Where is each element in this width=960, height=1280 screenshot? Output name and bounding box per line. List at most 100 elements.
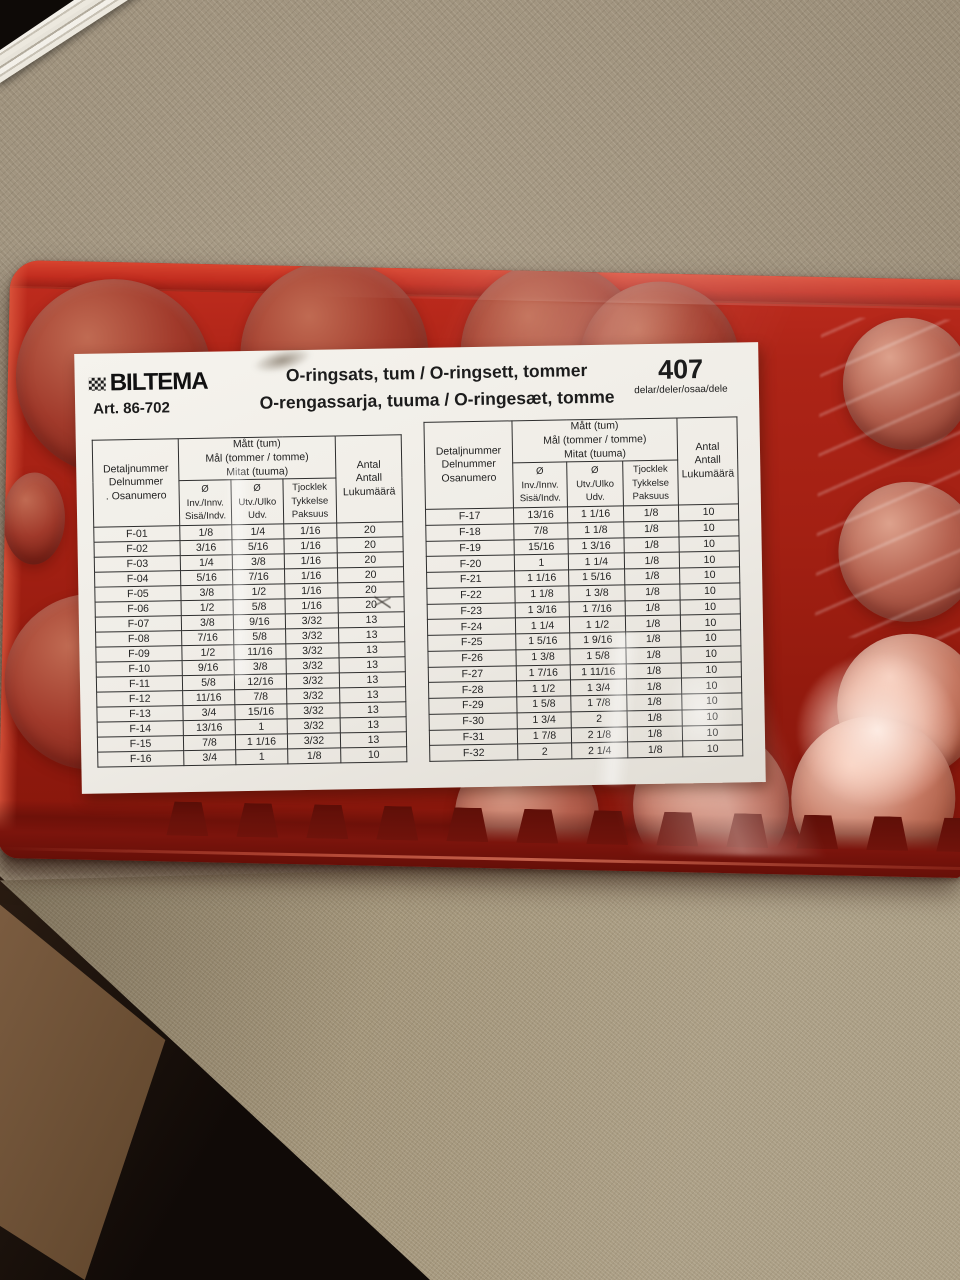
brand-block: BILTEMA Art. 86-702 bbox=[88, 361, 257, 418]
table-cell: 1 1/16 bbox=[235, 734, 288, 750]
table-cell: F-04 bbox=[94, 570, 181, 588]
table-cell: 1/8 bbox=[179, 524, 232, 541]
plastic-crease-glare bbox=[224, 466, 254, 680]
table-cell: 1 bbox=[514, 554, 569, 572]
table-cell: 3/32 bbox=[287, 733, 341, 750]
table-cell: 1/8 bbox=[624, 552, 680, 570]
table-cell: F-05 bbox=[94, 585, 182, 603]
dimensions-header: Mått (tum) Mål (tommer / tomme) Mitat (t… bbox=[511, 418, 678, 464]
table-cell: 1/16 bbox=[285, 598, 339, 615]
table-cell: F-28 bbox=[428, 681, 517, 699]
brand-row: BILTEMA bbox=[88, 367, 256, 398]
table-cell: 11/16 bbox=[182, 689, 235, 706]
table-cell: F-21 bbox=[426, 571, 515, 589]
table-cell: F-31 bbox=[429, 728, 518, 746]
table-cell: F-13 bbox=[96, 705, 184, 723]
table-cell: 3/32 bbox=[287, 718, 341, 735]
piece-count-block: 407 delar/deler/osaa/dele bbox=[616, 352, 745, 397]
table-cell: 13/16 bbox=[183, 719, 236, 736]
table-cell: F-27 bbox=[428, 665, 517, 683]
table-cell: 7/8 bbox=[183, 734, 236, 751]
table-cell: 1 1/8 bbox=[514, 585, 570, 603]
table-cell: F-20 bbox=[426, 555, 515, 573]
table-cell: 20 bbox=[337, 581, 405, 599]
table-cell: F-19 bbox=[426, 539, 515, 557]
table-cell: 13 bbox=[340, 716, 407, 734]
table-cell: 1/8 bbox=[625, 599, 681, 617]
plastic-glare-streaks bbox=[814, 316, 960, 641]
table-cell: F-14 bbox=[97, 720, 184, 738]
table-cell: 10 bbox=[340, 746, 407, 764]
table-cell: 3/32 bbox=[285, 643, 340, 660]
table-cell: 1 3/16 bbox=[515, 601, 570, 619]
table-cell: 1/16 bbox=[284, 553, 338, 570]
dimensions-header: Mått (tum) Mål (tommer / tomme) Mitat (t… bbox=[178, 436, 336, 481]
quantity-header: Antal Antall Lukumäärä bbox=[335, 435, 403, 524]
table-cell: 10 bbox=[679, 582, 741, 600]
table-cell: 1 3/8 bbox=[515, 648, 571, 666]
title-line-2: O-rengassarja, tuuma / O-ringesæt, tomme bbox=[259, 386, 615, 413]
table-cell: 13 bbox=[338, 611, 405, 629]
table-cell: F-12 bbox=[96, 690, 183, 708]
table-cell: F-07 bbox=[95, 615, 182, 633]
table-cell: 15/16 bbox=[234, 704, 288, 720]
table-cell: F-01 bbox=[93, 525, 180, 543]
table-cell: 9/16 bbox=[182, 659, 235, 676]
table-cell: 13 bbox=[338, 626, 405, 644]
table-cell: 5/8 bbox=[182, 674, 235, 691]
table-cell: F-16 bbox=[97, 750, 184, 768]
piece-count: 407 bbox=[657, 354, 704, 385]
table-cell: 13 bbox=[339, 671, 406, 689]
table-cell: 1 3/16 bbox=[568, 537, 625, 555]
table-cell: 3/32 bbox=[286, 673, 340, 690]
table-cell: F-08 bbox=[95, 630, 182, 648]
pen-scratch-mark bbox=[374, 594, 391, 609]
table-cell: 10 bbox=[680, 614, 741, 632]
table-cell: 3/8 bbox=[181, 614, 234, 631]
table-cell: 1 1/2 bbox=[516, 680, 571, 698]
table-cell: 1 bbox=[235, 749, 288, 765]
table-cell: 1/16 bbox=[284, 568, 338, 585]
article-number: Art. 86-702 bbox=[93, 399, 171, 418]
table-cell: 1 1/2 bbox=[569, 616, 626, 634]
table-cell: 3/4 bbox=[182, 704, 236, 721]
table-cell: F-25 bbox=[427, 634, 516, 652]
table-cell: F-17 bbox=[425, 508, 514, 526]
table-cell: 1 3/4 bbox=[517, 711, 572, 729]
table-cell: 7/8 bbox=[234, 689, 287, 705]
table-cell: 1 bbox=[235, 719, 288, 735]
table-cell: 3/16 bbox=[179, 539, 233, 556]
inner-diameter-header: Ø Inv./Innv. Sisä/Indv. bbox=[512, 462, 568, 509]
table-cell: 10 bbox=[679, 567, 740, 584]
table-cell: 3/32 bbox=[285, 613, 339, 630]
piece-count-units: delar/deler/osaa/dele bbox=[634, 383, 728, 397]
table-cell: 13 bbox=[339, 701, 407, 719]
table-cell: F-06 bbox=[95, 600, 182, 618]
table-cell: 13/16 bbox=[513, 507, 568, 524]
table-cell: 15/16 bbox=[514, 538, 569, 556]
table-cell: 1 1/4 bbox=[568, 553, 625, 571]
table-cell: 1/16 bbox=[283, 538, 338, 555]
table-cell: 1 1/16 bbox=[514, 570, 569, 587]
table-cell: 1 1/8 bbox=[567, 521, 625, 539]
table-cell: 1/8 bbox=[624, 536, 680, 554]
biltema-checker-icon bbox=[88, 376, 106, 391]
table-cell: 7/16 bbox=[181, 629, 234, 646]
table-cell: F-26 bbox=[427, 649, 517, 668]
table-cell: F-24 bbox=[427, 618, 516, 636]
table-cell: 13 bbox=[339, 686, 406, 704]
table-cell: 1 5/16 bbox=[568, 569, 625, 586]
table-cell: F-10 bbox=[96, 660, 183, 678]
table-cell: F-02 bbox=[94, 540, 181, 558]
table-cell: 20 bbox=[337, 551, 404, 569]
table-cell: 1/4 bbox=[180, 554, 233, 571]
table-cell: 1/16 bbox=[283, 523, 337, 540]
table-cell: 3/32 bbox=[286, 703, 341, 720]
outer-diameter-header: Ø Utv./Ulko Udv. bbox=[566, 461, 624, 508]
table-cell: 1 7/8 bbox=[517, 727, 572, 745]
quantity-header: Antal Antall Lukumäärä bbox=[676, 417, 739, 506]
table-cell: 1/16 bbox=[284, 583, 339, 600]
table-cell: 13 bbox=[338, 641, 406, 659]
table-cell: 3/4 bbox=[183, 749, 236, 766]
